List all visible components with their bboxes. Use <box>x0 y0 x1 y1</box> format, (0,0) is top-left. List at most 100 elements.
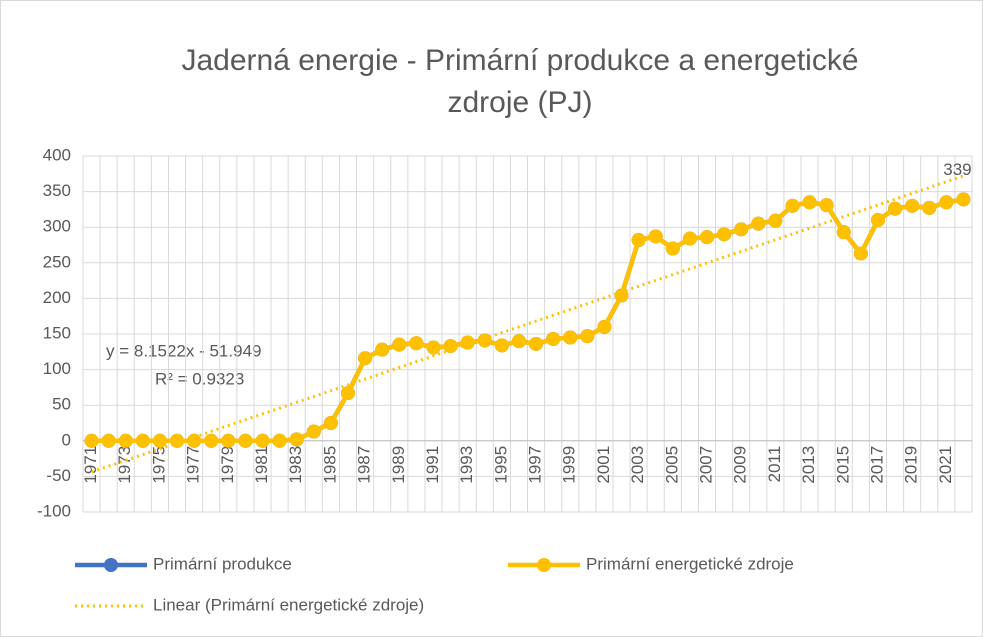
x-tick-label: 2001 <box>594 446 613 484</box>
x-tick-label: 2011 <box>765 446 784 483</box>
point <box>409 336 424 351</box>
point <box>426 340 441 355</box>
legend-label: Primární produkce <box>153 554 292 573</box>
point <box>597 319 612 334</box>
point <box>888 201 903 216</box>
x-tick-label: 1983 <box>286 446 305 484</box>
point <box>546 331 561 346</box>
point <box>392 337 407 352</box>
trend-r2: R² = 0.9323 <box>155 369 244 388</box>
point <box>135 433 150 448</box>
point <box>84 433 99 448</box>
y-tick-label: 200 <box>43 288 71 307</box>
x-tick-label: 2007 <box>696 446 715 484</box>
point <box>785 198 800 213</box>
point <box>580 329 595 344</box>
point <box>956 192 971 207</box>
x-tick-label: 2019 <box>902 446 921 484</box>
y-tick-label: 350 <box>43 181 71 200</box>
point <box>170 433 185 448</box>
point <box>922 200 937 215</box>
x-tick-label: 1989 <box>389 446 408 484</box>
point <box>648 229 663 244</box>
x-tick-label: 2013 <box>799 446 818 484</box>
x-tick-label: 1991 <box>423 446 442 484</box>
point <box>187 433 202 448</box>
point <box>477 333 492 348</box>
x-tick-label: 1977 <box>184 446 203 484</box>
point <box>529 336 544 351</box>
trend-equation: y = 8.1522x - 51.949 <box>106 341 261 360</box>
x-tick-label: 1971 <box>81 446 100 484</box>
x-tick-label: 2021 <box>936 446 955 484</box>
y-tick-label: -100 <box>37 501 71 520</box>
point <box>700 230 715 245</box>
point <box>734 222 749 237</box>
y-tick-label: 250 <box>43 252 71 271</box>
point <box>802 195 817 210</box>
series-line <box>91 197 964 444</box>
y-tick-label: 0 <box>62 430 71 449</box>
point <box>340 386 355 401</box>
point <box>306 424 321 439</box>
chart-title: zdroje (PJ) <box>447 86 592 119</box>
point <box>152 433 167 448</box>
point <box>289 432 304 447</box>
point <box>768 213 783 228</box>
y-tick-label: 400 <box>43 145 71 164</box>
point <box>118 433 133 448</box>
point <box>563 330 578 345</box>
point <box>204 433 219 448</box>
legend-marker <box>537 558 551 572</box>
point <box>460 335 475 350</box>
point <box>682 231 697 246</box>
y-tick-label: 300 <box>43 217 71 236</box>
point <box>631 233 646 248</box>
x-tick-label: 1975 <box>149 446 168 484</box>
legend-label: Primární energetické zdroje <box>586 554 794 573</box>
y-tick-label: 50 <box>52 395 71 414</box>
x-tick-label: 1987 <box>355 446 374 484</box>
legend-label: Linear (Primární energetické zdroje) <box>153 595 424 614</box>
x-tick-label: 1997 <box>526 446 545 484</box>
point <box>751 216 766 231</box>
point <box>238 433 253 448</box>
point <box>375 342 390 357</box>
point <box>665 241 680 256</box>
point <box>511 334 526 349</box>
x-tick-label: 2009 <box>731 446 750 484</box>
point <box>819 198 834 213</box>
x-tick-label: 2015 <box>833 446 852 484</box>
point <box>614 288 629 303</box>
point <box>853 246 868 261</box>
point <box>358 351 373 366</box>
x-tick-label: 1981 <box>252 446 271 484</box>
point <box>443 339 458 354</box>
y-tick-label: -50 <box>46 466 71 485</box>
x-tick-label: 1993 <box>457 446 476 484</box>
point <box>272 433 287 448</box>
y-tick-label: 150 <box>43 323 71 342</box>
data-label: 339 <box>943 160 971 179</box>
y-tick-label: 100 <box>43 359 71 378</box>
point <box>323 416 338 430</box>
point <box>870 213 885 228</box>
x-tick-label: 1995 <box>491 446 510 484</box>
legend-marker <box>104 558 118 572</box>
point <box>494 338 509 353</box>
point <box>221 433 236 448</box>
point <box>255 433 270 448</box>
x-tick-label: 2003 <box>628 446 647 484</box>
point <box>836 225 851 240</box>
point <box>717 227 732 242</box>
point <box>101 433 116 448</box>
point <box>939 195 954 210</box>
x-tick-label: 1979 <box>218 446 237 484</box>
x-tick-label: 1985 <box>320 446 339 484</box>
x-tick-label: 1973 <box>115 446 134 484</box>
x-tick-label: 1999 <box>560 446 579 484</box>
chart-title: Jaderná energie - Primární produkce a en… <box>181 44 858 77</box>
point <box>905 198 920 213</box>
